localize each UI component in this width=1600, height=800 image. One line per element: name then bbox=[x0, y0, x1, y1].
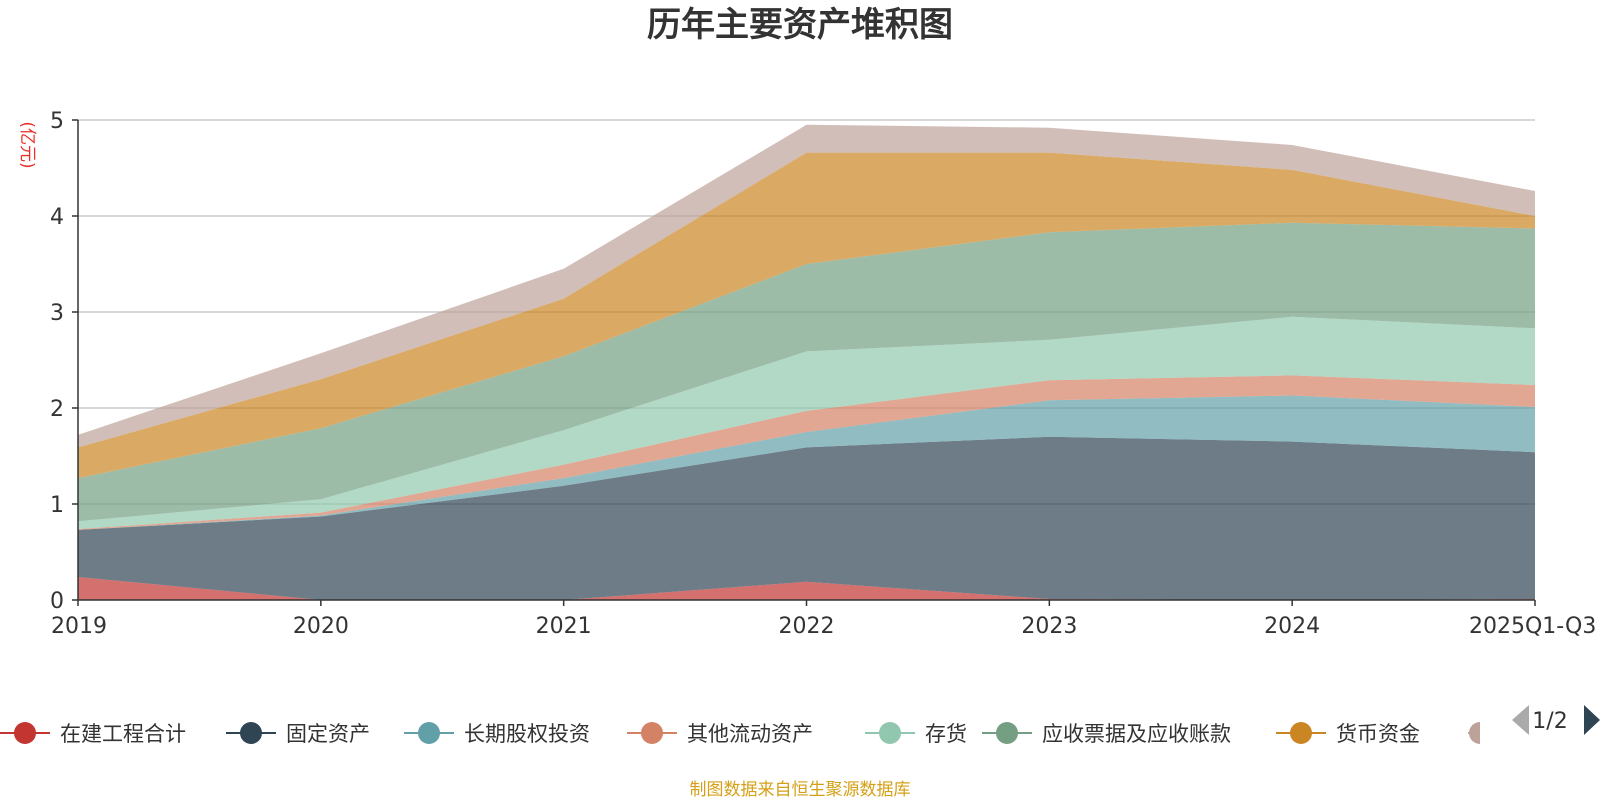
legend-swatch-marker bbox=[641, 722, 663, 744]
legend-item[interactable]: 货币资金 bbox=[1276, 722, 1420, 746]
prev-page-icon[interactable] bbox=[1512, 705, 1529, 735]
data-source-note: 制图数据来自恒生聚源数据库 bbox=[690, 780, 911, 800]
legend-item[interactable]: 应收票据及应收账款 bbox=[982, 722, 1231, 746]
legend-item[interactable]: 固定资产 bbox=[226, 722, 370, 746]
area-series-5 bbox=[78, 222, 1535, 522]
legend-swatch-marker bbox=[1290, 722, 1312, 744]
y-tick-label: 5 bbox=[50, 109, 64, 134]
x-tick-label: 2020 bbox=[293, 614, 349, 639]
legend-swatch-marker bbox=[879, 722, 901, 744]
area-series-3 bbox=[78, 375, 1535, 530]
legend-pager[interactable]: 1/2 bbox=[1512, 705, 1600, 735]
area-series-2 bbox=[78, 395, 1535, 530]
legend-swatch-marker bbox=[1469, 722, 1480, 744]
y-tick-label: 4 bbox=[50, 205, 64, 230]
legend-label: 固定资产 bbox=[286, 722, 370, 746]
next-page-icon[interactable] bbox=[1584, 705, 1600, 735]
y-tick-label: 1 bbox=[50, 493, 64, 518]
area-series-1 bbox=[78, 436, 1535, 600]
area-series-4 bbox=[78, 316, 1535, 529]
axes: 0 1 2 3 4 5 2019 2020 2021 2022 2023 2024 2025Q1-Q3 bbox=[50, 109, 1596, 639]
legend-swatch-marker bbox=[418, 722, 440, 744]
y-tick-label: 2 bbox=[50, 397, 64, 422]
legend-item[interactable]: 在建工程合计 bbox=[0, 722, 186, 746]
x-tick-label: 2022 bbox=[779, 614, 835, 639]
x-tick-label: 2024 bbox=[1264, 614, 1320, 639]
x-tick-label: 2025Q1-Q3 bbox=[1469, 614, 1596, 639]
y-axis-unit-label: (亿元) bbox=[17, 121, 37, 168]
y-tick-label: 0 bbox=[50, 589, 64, 614]
legend-label: 货币资金 bbox=[1336, 722, 1420, 746]
legend-swatch-marker bbox=[14, 722, 36, 744]
x-tick-label: 2021 bbox=[536, 614, 592, 639]
legend-label: 长期股权投资 bbox=[464, 722, 590, 746]
legend-swatch-marker bbox=[996, 722, 1018, 744]
area-series-0 bbox=[78, 577, 1535, 600]
legend-label: 存货 bbox=[925, 722, 967, 746]
area-series bbox=[78, 124, 1535, 600]
legend-swatch-marker bbox=[240, 722, 262, 744]
legend: 在建工程合计 固定资产 长期股权投资 其他流动资产 存货 应收票据及应收账款 货币资金 bbox=[0, 722, 1480, 746]
legend-page-indicator: 1/2 bbox=[1532, 709, 1567, 734]
legend-item[interactable]: 其他流动资产 bbox=[627, 722, 813, 746]
y-tick-label: 3 bbox=[50, 301, 64, 326]
legend-label: 其他流动资产 bbox=[687, 722, 813, 746]
legend-label: 应收票据及应收账款 bbox=[1042, 722, 1231, 746]
legend-item[interactable] bbox=[1468, 722, 1480, 744]
area-series-6 bbox=[78, 152, 1535, 479]
legend-item[interactable]: 长期股权投资 bbox=[404, 722, 590, 746]
x-tick-label: 2019 bbox=[51, 614, 107, 639]
x-tick-label: 2023 bbox=[1021, 614, 1077, 639]
legend-item[interactable]: 存货 bbox=[865, 722, 967, 746]
chart-title: 历年主要资产堆积图 bbox=[647, 5, 953, 45]
legend-label: 在建工程合计 bbox=[60, 722, 186, 746]
